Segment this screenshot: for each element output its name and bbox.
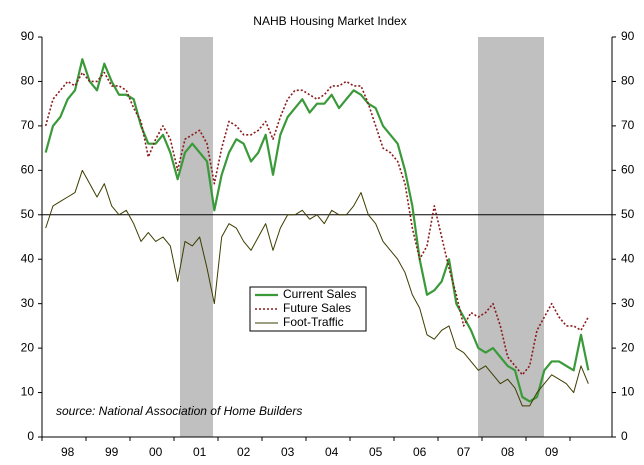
y-tick-label: 40	[21, 251, 35, 265]
x-tick-label: 98	[61, 445, 75, 459]
series-line	[44, 71, 590, 376]
y2-tick-label: 50	[621, 207, 635, 221]
legend-label: Future Sales	[283, 301, 351, 315]
y2-tick-label: 70	[621, 118, 635, 132]
y2-tick-label: 40	[621, 251, 635, 265]
y2-tick-label: 90	[621, 29, 635, 43]
y-tick-label: 20	[21, 340, 35, 354]
y-tick-label: 0	[27, 429, 34, 443]
series-line	[44, 58, 590, 403]
y-tick-label: 10	[21, 385, 35, 399]
x-tick-label: 99	[105, 445, 119, 459]
x-tick-label: 08	[501, 445, 515, 459]
y-tick-label: 90	[21, 29, 35, 43]
y2-tick-label: 30	[621, 296, 635, 310]
y-tick-label: 50	[21, 207, 35, 221]
series-line	[45, 169, 589, 407]
y2-tick-label: 80	[621, 74, 635, 88]
y-tick-label: 70	[21, 118, 35, 132]
x-tick-label: 07	[457, 445, 471, 459]
y2-tick-label: 60	[621, 163, 635, 177]
y2-tick-label: 20	[621, 340, 635, 354]
y-tick-label: 60	[21, 163, 35, 177]
legend-label: Current Sales	[283, 287, 356, 301]
x-tick-label: 09	[545, 445, 559, 459]
recession-shade	[478, 37, 544, 437]
y2-tick-label: 0	[621, 429, 628, 443]
x-tick-label: 00	[149, 445, 163, 459]
legend-label: Foot-Traffic	[283, 315, 344, 329]
x-tick-label: 02	[237, 445, 251, 459]
x-tick-label: 04	[325, 445, 339, 459]
annotation: source: National Association of Home Bui…	[56, 404, 302, 418]
x-tick-label: 05	[369, 445, 383, 459]
y2-tick-label: 10	[621, 385, 635, 399]
x-tick-label: 06	[413, 445, 427, 459]
chart-title: NAHB Housing Market Index	[253, 14, 406, 28]
x-tick-label: 03	[281, 445, 295, 459]
recession-shade	[180, 37, 213, 437]
x-tick-label: 01	[193, 445, 207, 459]
y-tick-label: 30	[21, 296, 35, 310]
y-tick-label: 80	[21, 74, 35, 88]
